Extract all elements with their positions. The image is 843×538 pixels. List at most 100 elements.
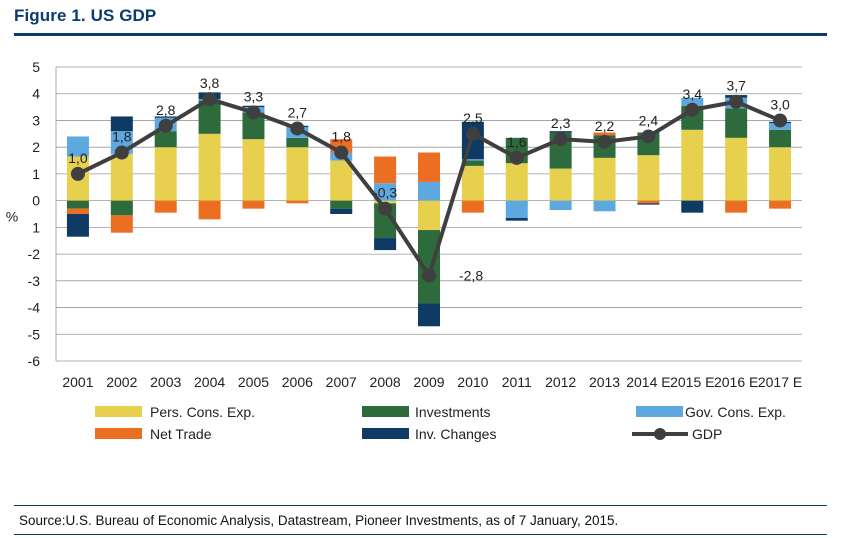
inv-changes-bar xyxy=(66,214,89,237)
pers-cons-bar xyxy=(198,133,221,201)
legend-swatch xyxy=(636,406,683,417)
y-tick-label: 2 xyxy=(32,139,40,155)
y-tick-label: 1 xyxy=(32,219,40,235)
x-tick-label: 2016 E xyxy=(714,374,758,390)
legend-label: Net Trade xyxy=(150,426,212,442)
y-tick-label: 5 xyxy=(32,59,40,75)
gov-cons-bar xyxy=(66,136,89,157)
legend-swatch xyxy=(95,428,142,439)
gdp-point xyxy=(246,105,261,120)
gdp-point xyxy=(378,201,393,216)
inv-changes-bar xyxy=(154,116,177,118)
title-rule xyxy=(14,33,827,36)
x-tick-label: 2011 xyxy=(502,374,532,390)
net-trade-bar xyxy=(725,200,748,213)
gdp-data-label: 2,3 xyxy=(551,115,571,131)
legend-label: Investments xyxy=(415,404,490,420)
gdp-point xyxy=(290,121,305,136)
x-tick-label: 2003 xyxy=(150,374,181,390)
y-tick-label: 3 xyxy=(32,112,40,128)
net-trade-bar xyxy=(461,200,484,213)
pers-cons-bar xyxy=(330,160,353,201)
pers-cons-bar xyxy=(725,137,748,201)
net-trade-bar xyxy=(198,200,221,220)
y-tick-label: -5 xyxy=(28,326,41,342)
x-tick-label: 2002 xyxy=(106,374,137,390)
investments-bar xyxy=(154,131,177,148)
gdp-point xyxy=(729,94,744,109)
legend-swatch xyxy=(95,406,142,417)
inv-changes-bar xyxy=(418,303,440,327)
source-rule xyxy=(14,505,827,506)
gdp-point xyxy=(773,113,788,128)
y-tick-label: 0 xyxy=(32,193,40,209)
investments-bar xyxy=(330,200,353,209)
gdp-point xyxy=(509,150,524,165)
gdp-point xyxy=(334,145,349,160)
investments-bar xyxy=(725,108,748,138)
gdp-data-label: 1,0 xyxy=(68,150,88,166)
gdp-data-label: 1,8 xyxy=(112,129,132,145)
gdp-data-label: -0,3 xyxy=(373,185,397,201)
legend-label: Gov. Cons. Exp. xyxy=(685,404,786,420)
pers-cons-bar xyxy=(110,153,133,201)
x-tick-label: 2007 xyxy=(326,374,357,390)
us-gdp-chart: 5 4 3 2 1 0 1 -2 -3 -4 -5 -6% 2001 2002 2003 2004 2005 20… xyxy=(6,59,802,442)
bottom-rule xyxy=(14,534,827,535)
gdp-point xyxy=(114,145,129,160)
net-trade-bar xyxy=(66,208,89,214)
gdp-data-label: -2,8 xyxy=(459,267,483,283)
gdp-data-label: 2,8 xyxy=(156,102,176,118)
net-trade-bar xyxy=(374,156,397,184)
y-tick-label: -3 xyxy=(28,273,41,289)
gdp-data-label: 3,8 xyxy=(200,75,220,91)
gdp-point xyxy=(158,118,173,133)
gdp-point xyxy=(202,92,217,107)
gdp-point xyxy=(641,129,656,144)
gdp-point xyxy=(422,268,436,283)
gov-cons-bar xyxy=(593,200,616,212)
source-note: Source:U.S. Bureau of Economic Analysis,… xyxy=(19,513,619,528)
pers-cons-bar xyxy=(154,147,177,201)
net-trade-bar xyxy=(154,200,177,213)
x-tick-label: 2005 xyxy=(238,374,269,390)
inv-changes-bar xyxy=(681,200,704,213)
pers-cons-bar xyxy=(681,129,704,201)
gdp-data-label: 3,4 xyxy=(683,86,703,102)
gdp-data-label: 1,6 xyxy=(507,134,527,150)
net-trade-bar xyxy=(418,152,440,182)
gov-cons-bar xyxy=(505,200,528,219)
investments-bar xyxy=(110,200,133,216)
x-tick-label: 2006 xyxy=(282,374,313,390)
gdp-data-label: 3,0 xyxy=(770,96,790,112)
investments-bar xyxy=(286,137,309,148)
legend-label: GDP xyxy=(692,426,722,442)
net-trade-bar xyxy=(593,132,616,136)
investments-bar xyxy=(66,200,89,209)
pers-cons-bar xyxy=(286,147,309,201)
gdp-point xyxy=(465,126,480,141)
inv-changes-bar xyxy=(505,218,528,221)
legend-label: Pers. Cons. Exp. xyxy=(150,404,255,420)
inv-changes-bar xyxy=(374,238,397,251)
x-tick-label: 2004 xyxy=(194,374,225,390)
x-tick-label: 2017 E xyxy=(758,374,802,390)
net-trade-bar xyxy=(769,200,792,209)
gov-cons-bar xyxy=(461,159,484,161)
pers-cons-bar xyxy=(549,168,572,201)
gdp-data-label: 3,7 xyxy=(726,78,746,94)
y-tick-label: -6 xyxy=(28,353,41,369)
inv-changes-bar xyxy=(549,131,572,133)
figure-title: Figure 1. US GDP xyxy=(14,6,157,25)
gov-cons-bar xyxy=(418,181,440,201)
inv-changes-bar xyxy=(330,208,353,214)
pers-cons-bar xyxy=(505,163,528,201)
gdp-data-label: 1,8 xyxy=(332,129,352,145)
gdp-point xyxy=(553,132,568,147)
x-tick-label: 2009 xyxy=(413,374,444,390)
x-tick-label: 2013 xyxy=(589,374,620,390)
net-trade-bar xyxy=(286,200,309,204)
gdp-point xyxy=(685,102,700,117)
investments-bar xyxy=(242,112,265,140)
net-trade-bar xyxy=(242,200,265,209)
